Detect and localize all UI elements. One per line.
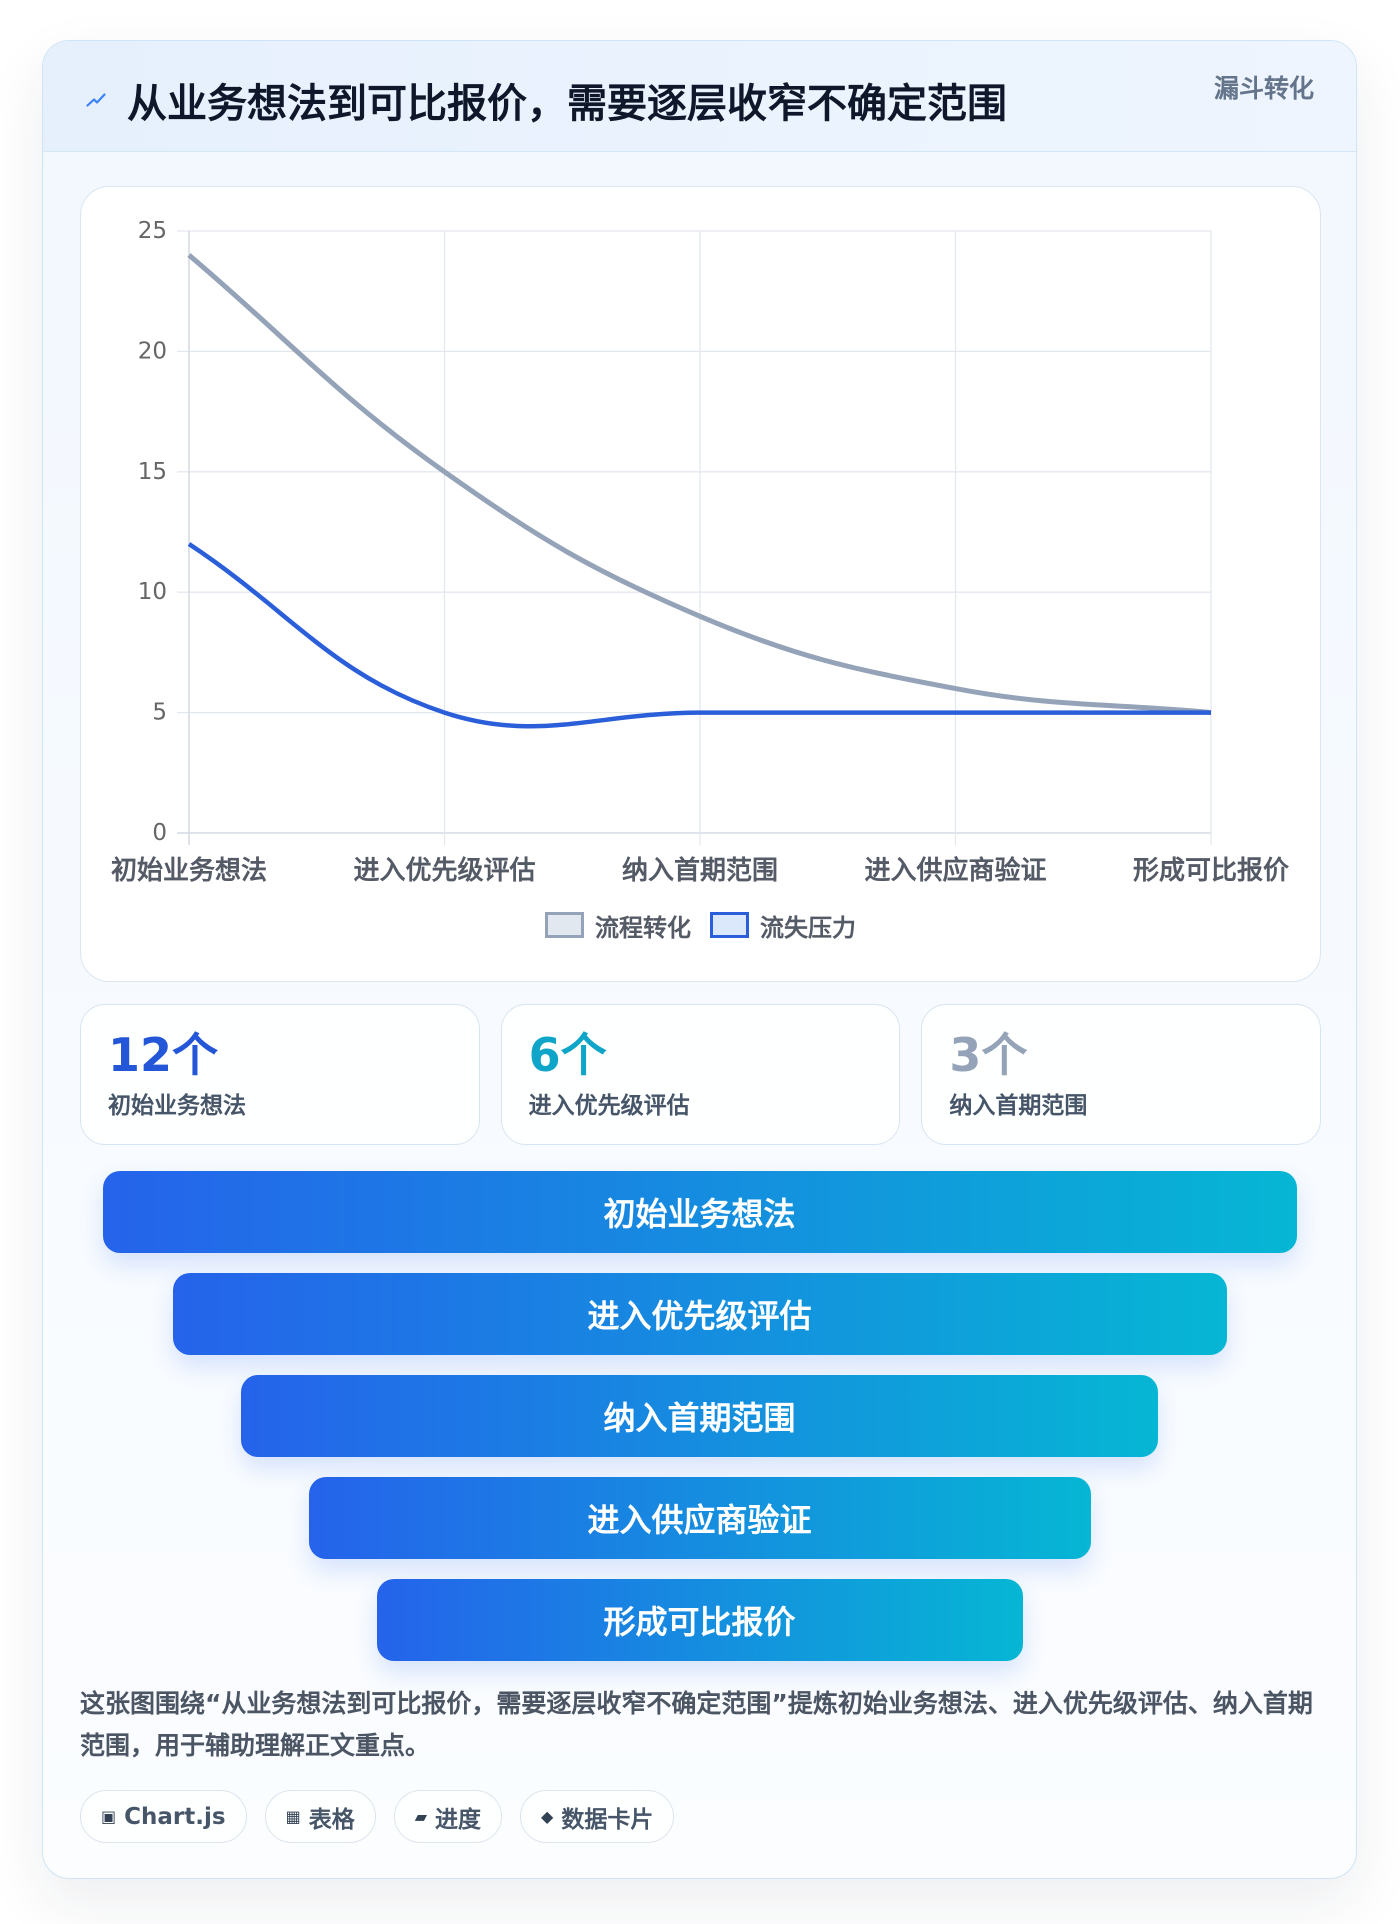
x-tick-label-3: 纳入首期范围	[622, 855, 778, 886]
chart-legend: 流程转化 流失压力	[81, 908, 1320, 943]
y-tick-label-20: 20	[138, 338, 167, 364]
lightning-icon	[86, 93, 106, 107]
y-tick-label-5: 5	[152, 700, 167, 726]
legend-item-series-2[interactable]: 流失压力	[710, 908, 856, 943]
chart-series	[187, 253, 1212, 729]
tag-table: ▦ 表格	[264, 1790, 376, 1843]
tag-progress: ▰ 进度	[393, 1790, 502, 1843]
chart-type-badge: 漏斗转化	[1213, 74, 1314, 103]
x-tick-label-1: 初始业务想法	[111, 856, 267, 886]
stat-cards: 12个 初始业务想法 6个 进入优先级评估 3个 纳入首期范围	[80, 1004, 1321, 1145]
y-tick-label-10: 10	[138, 579, 167, 605]
x-tick-label-5: 形成可比报价	[1133, 855, 1290, 886]
legend-item-series-1[interactable]: 流程转化	[545, 908, 691, 943]
stat-value: 3个	[949, 1028, 1028, 1082]
funnel-stage-2: 进入优先级评估	[172, 1273, 1227, 1355]
series-line-1	[187, 253, 1212, 716]
tag-chartjs: ▣ Chart.js	[80, 1790, 247, 1843]
legend-swatch-series-1	[545, 912, 584, 938]
stat-label: 初始业务想法	[108, 1093, 246, 1119]
diamond-icon: ◆	[541, 1807, 554, 1826]
legend-label-series-2: 流失压力	[760, 913, 856, 942]
stat-card: 12个 初始业务想法	[80, 1004, 480, 1145]
progress-icon: ▰	[414, 1807, 427, 1826]
y-tick-label-0: 0	[152, 820, 167, 846]
stat-card: 6个 进入优先级评估	[500, 1004, 901, 1145]
y-tick-label-25: 25	[138, 218, 167, 244]
chart-axis-labels: 0 5 10 15 20 25 初始业务想法 进入优先级评估 纳入首期范围 进入供应商验证 形成可比…	[111, 218, 1290, 886]
series-line-2	[187, 542, 1211, 729]
funnel-diagram: 初始业务想法 进入优先级评估 纳入首期范围 进入供应商验证 形成可比报价	[43, 1171, 1356, 1681]
tag-data-cards: ◆ 数据卡片	[520, 1790, 675, 1843]
card-header: 从业务想法到可比报价，需要逐层收窄不确定范围 漏斗转化	[43, 41, 1356, 152]
funnel-stage-5: 形成可比报价	[376, 1579, 1023, 1661]
tag-label: Chart.js	[124, 1803, 226, 1830]
line-chart: 0 5 10 15 20 25 初始业务想法 进入优先级评估 纳入首期范围 进入供应商验证 形成可比…	[111, 218, 1290, 886]
funnel-stage-4: 进入供应商验证	[308, 1477, 1091, 1559]
funnel-card: 从业务想法到可比报价，需要逐层收窄不确定范围 漏斗转化 0 5 10 15 20 25 初始…	[42, 40, 1357, 1879]
tag-list: ▣ Chart.js ▦ 表格 ▰ 进度 ◆ 数据卡片	[80, 1790, 675, 1843]
funnel-stage-1: 初始业务想法	[102, 1171, 1297, 1253]
chart-icon: ▣	[101, 1807, 117, 1826]
stat-value: 12个	[108, 1028, 219, 1082]
stat-label: 纳入首期范围	[949, 1093, 1088, 1119]
legend-swatch-series-2	[710, 912, 749, 938]
card-title: 从业务想法到可比报价，需要逐层收窄不确定范围	[127, 81, 1007, 127]
stat-label: 进入优先级评估	[528, 1093, 690, 1119]
y-tick-label-15: 15	[138, 459, 167, 485]
stat-card: 3个 纳入首期范围	[921, 1004, 1321, 1145]
stat-value: 6个	[528, 1028, 607, 1082]
chart-grid	[177, 230, 1212, 845]
funnel-stage-3: 纳入首期范围	[241, 1375, 1158, 1457]
tag-label: 数据卡片	[561, 1806, 654, 1833]
x-tick-label-2: 进入优先级评估	[353, 855, 535, 886]
line-chart-panel: 0 5 10 15 20 25 初始业务想法 进入优先级评估 纳入首期范围 进入供应商验证 形成可比…	[80, 186, 1321, 982]
legend-label-series-1: 流程转化	[595, 913, 691, 942]
tag-label: 进度	[435, 1806, 481, 1833]
tag-label: 表格	[308, 1806, 355, 1833]
table-icon: ▦	[285, 1807, 301, 1826]
x-tick-label-4: 进入供应商验证	[864, 855, 1046, 886]
chart-description: 这张图围绕“从业务想法到可比报价，需要逐层收窄不确定范围”提炼初始业务想法、进入…	[80, 1689, 1313, 1760]
